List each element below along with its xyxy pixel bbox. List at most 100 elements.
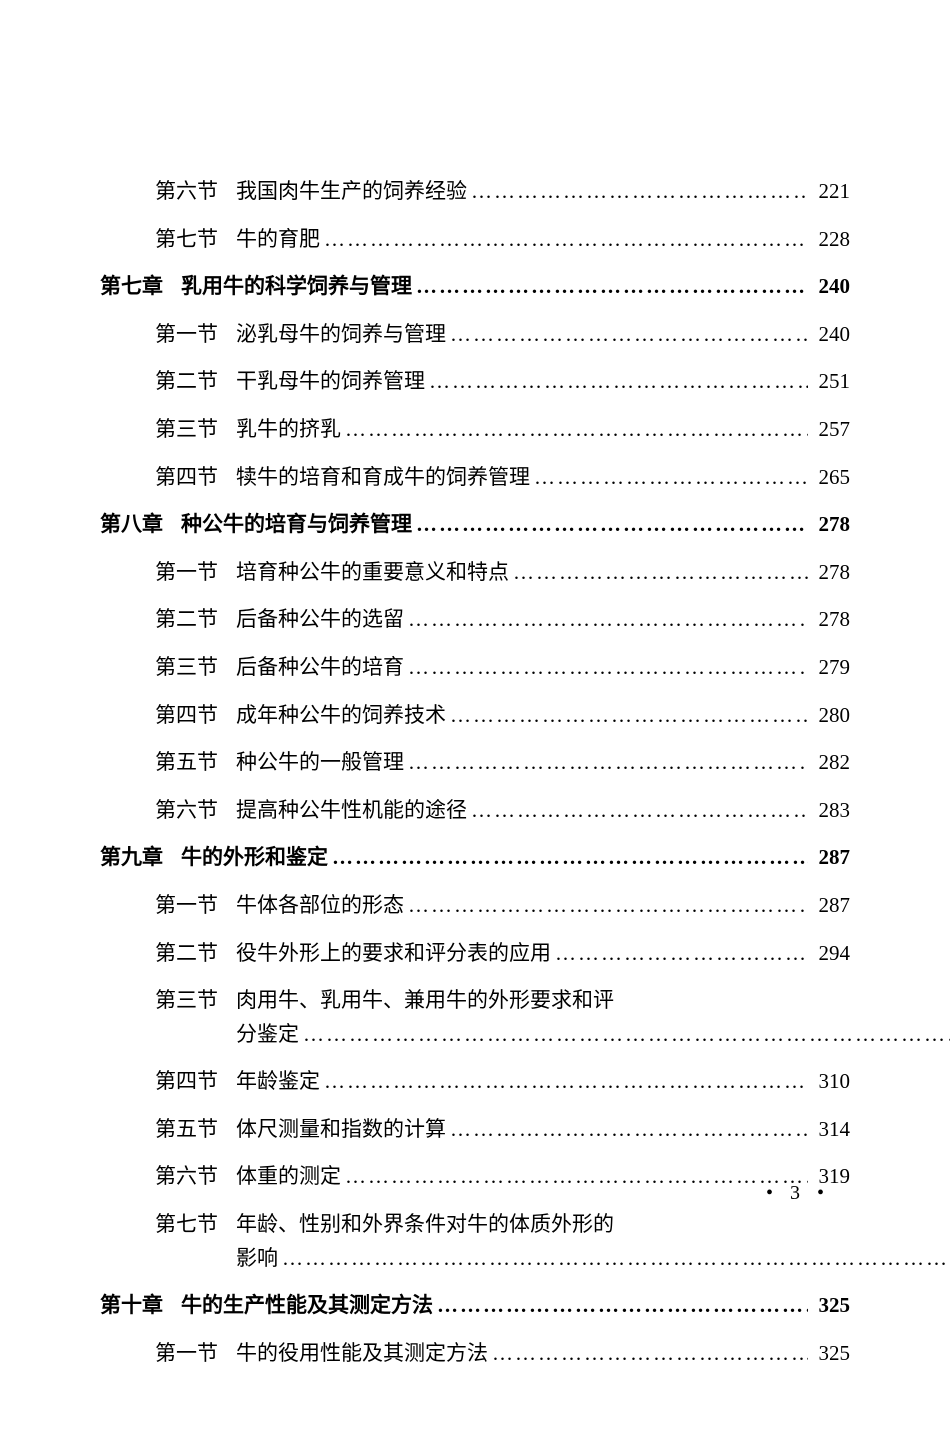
toc-entry-title: 种公牛的一般管理 (236, 746, 404, 780)
toc-section: 第一节牛体各部位的形态……………………………………………………………………………… (100, 889, 850, 923)
toc-entry-title-wrap: 泌乳母牛的饲养与管理………………………………………………………………………………… (236, 318, 850, 352)
toc-entry-page: 251 (808, 365, 850, 399)
toc-entry-title-wrap: 后备种公牛的选留……………………………………………………………………………………… (236, 603, 850, 637)
toc-leader: …………………………………………………………………………………………………………… (446, 699, 808, 733)
toc-entry-title-wrap: 乳用牛的科学饲养与管理……………………………………………………………………………… (181, 270, 850, 304)
toc-section: 第三节乳牛的挤乳……………………………………………………………………………………… (100, 413, 850, 447)
toc-entry-label: 第四节 (155, 699, 218, 733)
toc-entry-page: 287 (808, 841, 850, 875)
toc-entry-title: 泌乳母牛的饲养与管理 (236, 318, 446, 352)
toc-entry-label: 第二节 (155, 365, 218, 399)
toc-section: 第四节犊牛的培育和育成牛的饲养管理……………………………………………………………… (100, 461, 850, 495)
toc-entry-label: 第二节 (155, 937, 218, 971)
toc-section: 第六节我国肉牛生产的饲养经验……………………………………………………………………… (100, 175, 850, 209)
toc-entry-label: 第六节 (155, 175, 218, 209)
toc-entry-page: 228 (808, 223, 850, 257)
toc-entry-title-wrap: 牛的生产性能及其测定方法…………………………………………………………………………… (181, 1289, 850, 1323)
toc-entry-title-wrap: 牛的外形和鉴定………………………………………………………………………………………… (181, 841, 850, 875)
toc-leader: …………………………………………………………………………………………………………… (412, 508, 808, 542)
toc-entry-page: 278 (808, 603, 850, 637)
toc-leader: …………………………………………………………………………………………………………… (341, 1160, 808, 1194)
toc-entry-title: 乳用牛的科学饲养与管理 (181, 270, 412, 304)
toc-entry-title: 年龄鉴定 (236, 1065, 320, 1099)
toc-entry-page: 278 (808, 508, 850, 542)
toc-entry-title: 役牛外形上的要求和评分表的应用 (236, 937, 551, 971)
toc-entry-title-line1: 肉用牛、乳用牛、兼用牛的外形要求和评 (236, 984, 950, 1018)
toc-section: 第五节种公牛的一般管理……………………………………………………………………………… (100, 746, 850, 780)
toc-entry-title-wrap: 种公牛的培育与饲养管理……………………………………………………………………………… (181, 508, 850, 542)
toc-section: 第一节牛的役用性能及其测定方法…………………………………………………………………… (100, 1337, 850, 1371)
toc-entry-title-wrap: 种公牛的一般管理……………………………………………………………………………………… (236, 746, 850, 780)
toc-entry-title-multiline: 年龄、性别和外界条件对牛的体质外形的影响……………………………………………………… (236, 1208, 950, 1275)
toc-list: 第六节我国肉牛生产的饲养经验……………………………………………………………………… (100, 175, 850, 1370)
toc-entry-title-line2-row: 影响……………………………………………………………………………………………………… (236, 1242, 950, 1276)
toc-leader: …………………………………………………………………………………………………………… (404, 651, 808, 685)
toc-entry-page: 278 (808, 556, 850, 590)
toc-leader: …………………………………………………………………………………………………………… (320, 1065, 808, 1099)
toc-leader: …………………………………………………………………………………………………………… (404, 746, 808, 780)
toc-entry-title-wrap: 体尺测量和指数的计算………………………………………………………………………………… (236, 1113, 850, 1147)
toc-entry-label: 第九章 (100, 841, 163, 875)
toc-entry-title-wrap: 乳牛的挤乳……………………………………………………………………………………………… (236, 413, 850, 447)
toc-entry-title: 后备种公牛的培育 (236, 651, 404, 685)
toc-entry-title: 成年种公牛的饲养技术 (236, 699, 446, 733)
toc-section: 第二节干乳母牛的饲养管理…………………………………………………………………………… (100, 365, 850, 399)
toc-entry-page: 280 (808, 699, 850, 733)
toc-entry-label: 第六节 (155, 1160, 218, 1194)
toc-entry-label: 第五节 (155, 1113, 218, 1147)
toc-section: 第一节培育种公牛的重要意义和特点………………………………………………………………… (100, 556, 850, 590)
toc-entry-label: 第六节 (155, 794, 218, 828)
toc-entry-title-line1: 年龄、性别和外界条件对牛的体质外形的 (236, 1208, 950, 1242)
toc-entry-title-wrap: 牛的育肥………………………………………………………………………………………………… (236, 223, 850, 257)
toc-entry-page: 310 (808, 1065, 850, 1099)
toc-entry-title-wrap: 我国肉牛生产的饲养经验……………………………………………………………………………… (236, 175, 850, 209)
toc-entry-label: 第八章 (100, 508, 163, 542)
toc-entry-page: 314 (808, 1113, 850, 1147)
toc-chapter: 第七章乳用牛的科学饲养与管理……………………………………………………………………… (100, 270, 850, 304)
toc-leader: …………………………………………………………………………………………………………… (299, 1018, 950, 1052)
toc-entry-label: 第一节 (155, 1337, 218, 1371)
toc-entry-title: 乳牛的挤乳 (236, 413, 341, 447)
page-number-footer: • 3 • (766, 1182, 830, 1205)
toc-entry-title: 体重的测定 (236, 1160, 341, 1194)
toc-entry-title-line2: 分鉴定 (236, 1018, 299, 1052)
toc-leader: …………………………………………………………………………………………………………… (551, 937, 808, 971)
toc-entry-title-multiline: 肉用牛、乳用牛、兼用牛的外形要求和评分鉴定…………………………………………………… (236, 984, 950, 1051)
toc-entry-label: 第三节 (155, 413, 218, 447)
toc-entry-page: 240 (808, 270, 850, 304)
toc-leader: …………………………………………………………………………………………………………… (467, 175, 808, 209)
toc-entry-title: 我国肉牛生产的饲养经验 (236, 175, 467, 209)
toc-entry-label: 第一节 (155, 889, 218, 923)
toc-entry-title: 体尺测量和指数的计算 (236, 1113, 446, 1147)
toc-entry-page: 265 (808, 461, 850, 495)
toc-entry-label: 第三节 (155, 651, 218, 685)
toc-entry-label: 第五节 (155, 746, 218, 780)
toc-entry-title-wrap: 培育种公牛的重要意义和特点………………………………………………………………………… (236, 556, 850, 590)
toc-entry-title: 牛的育肥 (236, 223, 320, 257)
toc-chapter: 第九章牛的外形和鉴定………………………………………………………………………………… (100, 841, 850, 875)
toc-leader: …………………………………………………………………………………………………………… (425, 365, 808, 399)
toc-entry-title-wrap: 体重的测定……………………………………………………………………………………………… (236, 1160, 850, 1194)
toc-entry-page: 221 (808, 175, 850, 209)
toc-section: 第四节成年种公牛的饲养技术………………………………………………………………………… (100, 699, 850, 733)
toc-leader: …………………………………………………………………………………………………………… (446, 1113, 808, 1147)
toc-entry-title-wrap: 犊牛的培育和育成牛的饲养管理……………………………………………………………………… (236, 461, 850, 495)
toc-entry-page: 240 (808, 318, 850, 352)
toc-entry-label: 第四节 (155, 1065, 218, 1099)
toc-entry-label: 第一节 (155, 318, 218, 352)
toc-section: 第二节役牛外形上的要求和评分表的应用…………………………………………………………… (100, 937, 850, 971)
toc-entry-title: 后备种公牛的选留 (236, 603, 404, 637)
toc-leader: …………………………………………………………………………………………………………… (530, 461, 808, 495)
toc-entry-title-wrap: 役牛外形上的要求和评分表的应用…………………………………………………………………… (236, 937, 850, 971)
toc-section: 第七节牛的育肥………………………………………………………………………………………… (100, 223, 850, 257)
toc-section: 第四节年龄鉴定………………………………………………………………………………………… (100, 1065, 850, 1099)
toc-entry-label: 第三节 (155, 984, 218, 1018)
toc-leader: …………………………………………………………………………………………………………… (509, 556, 808, 590)
toc-entry-title: 牛体各部位的形态 (236, 889, 404, 923)
toc-entry-label: 第七节 (155, 223, 218, 257)
toc-leader: …………………………………………………………………………………………………………… (446, 318, 808, 352)
toc-section: 第六节体重的测定……………………………………………………………………………………… (100, 1160, 850, 1194)
toc-leader: …………………………………………………………………………………………………………… (320, 223, 808, 257)
toc-section: 第七节年龄、性别和外界条件对牛的体质外形的影响……………………………………………… (100, 1208, 850, 1275)
toc-entry-title-wrap: 成年种公牛的饲养技术………………………………………………………………………………… (236, 699, 850, 733)
